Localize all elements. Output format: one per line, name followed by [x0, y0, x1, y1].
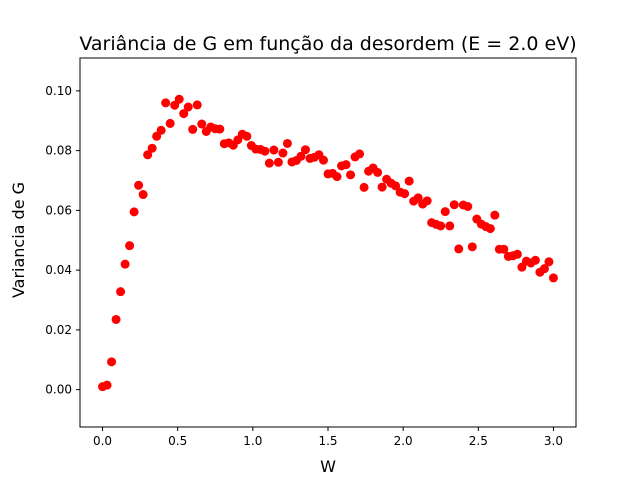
y-tick-label: 0.00	[45, 383, 72, 397]
data-point	[174, 94, 184, 104]
x-tick-label: 0.5	[168, 434, 187, 448]
y-axis-ticks: 0.00 0.02 0.04 0.06 0.08 0.10	[45, 84, 80, 397]
x-tick-label: 2.0	[394, 434, 413, 448]
data-point	[260, 146, 270, 156]
data-point	[490, 210, 500, 220]
data-point	[215, 124, 225, 134]
data-point	[400, 189, 410, 199]
x-axis-label: W	[320, 457, 336, 476]
data-point	[300, 145, 310, 155]
x-tick-label: 1.5	[318, 434, 337, 448]
data-point	[107, 357, 117, 367]
data-point	[512, 249, 522, 259]
y-tick-label: 0.06	[45, 203, 72, 217]
data-point	[413, 193, 423, 203]
data-point	[436, 221, 446, 231]
data-point	[120, 259, 130, 269]
y-tick-label: 0.10	[45, 84, 72, 98]
data-point	[346, 170, 356, 180]
x-tick-label: 2.5	[469, 434, 488, 448]
data-point	[296, 151, 306, 161]
plot-area	[80, 58, 576, 427]
data-point	[116, 287, 126, 297]
data-point	[269, 145, 279, 155]
data-point	[102, 380, 112, 390]
data-point	[179, 109, 189, 119]
y-tick-label: 0.04	[45, 263, 72, 277]
data-point	[165, 118, 175, 128]
data-point	[544, 257, 554, 267]
data-point	[188, 124, 198, 134]
y-tick-label: 0.08	[45, 144, 72, 158]
data-point	[377, 182, 387, 192]
data-point	[318, 155, 328, 165]
data-point	[485, 224, 495, 234]
data-point	[404, 176, 414, 186]
data-point	[278, 148, 288, 158]
data-point	[355, 149, 365, 159]
data-point	[463, 202, 473, 211]
data-point	[282, 138, 292, 148]
data-point	[273, 157, 283, 167]
data-point	[332, 172, 342, 182]
data-point	[138, 190, 148, 200]
data-point	[445, 221, 455, 231]
data-point	[499, 244, 509, 254]
data-point	[548, 273, 558, 283]
data-point	[192, 100, 202, 110]
x-tick-label: 1.0	[243, 434, 262, 448]
data-point	[183, 102, 193, 112]
data-point	[539, 264, 549, 274]
y-tick-label: 0.02	[45, 323, 72, 337]
chart-title: Variância de G em função da desordem (E …	[79, 33, 576, 55]
data-point	[161, 98, 171, 108]
data-point	[156, 125, 166, 135]
data-point	[264, 158, 274, 168]
data-point	[143, 150, 153, 160]
x-tick-label: 0.0	[93, 434, 112, 448]
data-point	[449, 200, 459, 210]
data-point	[125, 241, 135, 251]
data-point	[359, 182, 369, 192]
data-point	[242, 131, 252, 141]
x-tick-label: 3.0	[544, 434, 563, 448]
data-point	[530, 255, 540, 265]
data-point	[341, 160, 351, 170]
y-axis-label: Variancia de G	[9, 182, 28, 298]
data-point	[454, 244, 464, 254]
data-point	[440, 207, 450, 217]
data-point	[422, 196, 432, 206]
data-points	[98, 94, 558, 392]
data-point	[129, 207, 139, 217]
data-point	[147, 143, 157, 153]
data-point	[391, 181, 401, 191]
data-point	[111, 314, 121, 324]
data-point	[467, 242, 477, 252]
data-point	[373, 167, 383, 177]
data-point	[197, 119, 207, 129]
data-point	[134, 180, 144, 190]
x-axis-ticks: 0.0 0.5 1.0 1.5 2.0 2.5 3.0	[93, 427, 563, 448]
